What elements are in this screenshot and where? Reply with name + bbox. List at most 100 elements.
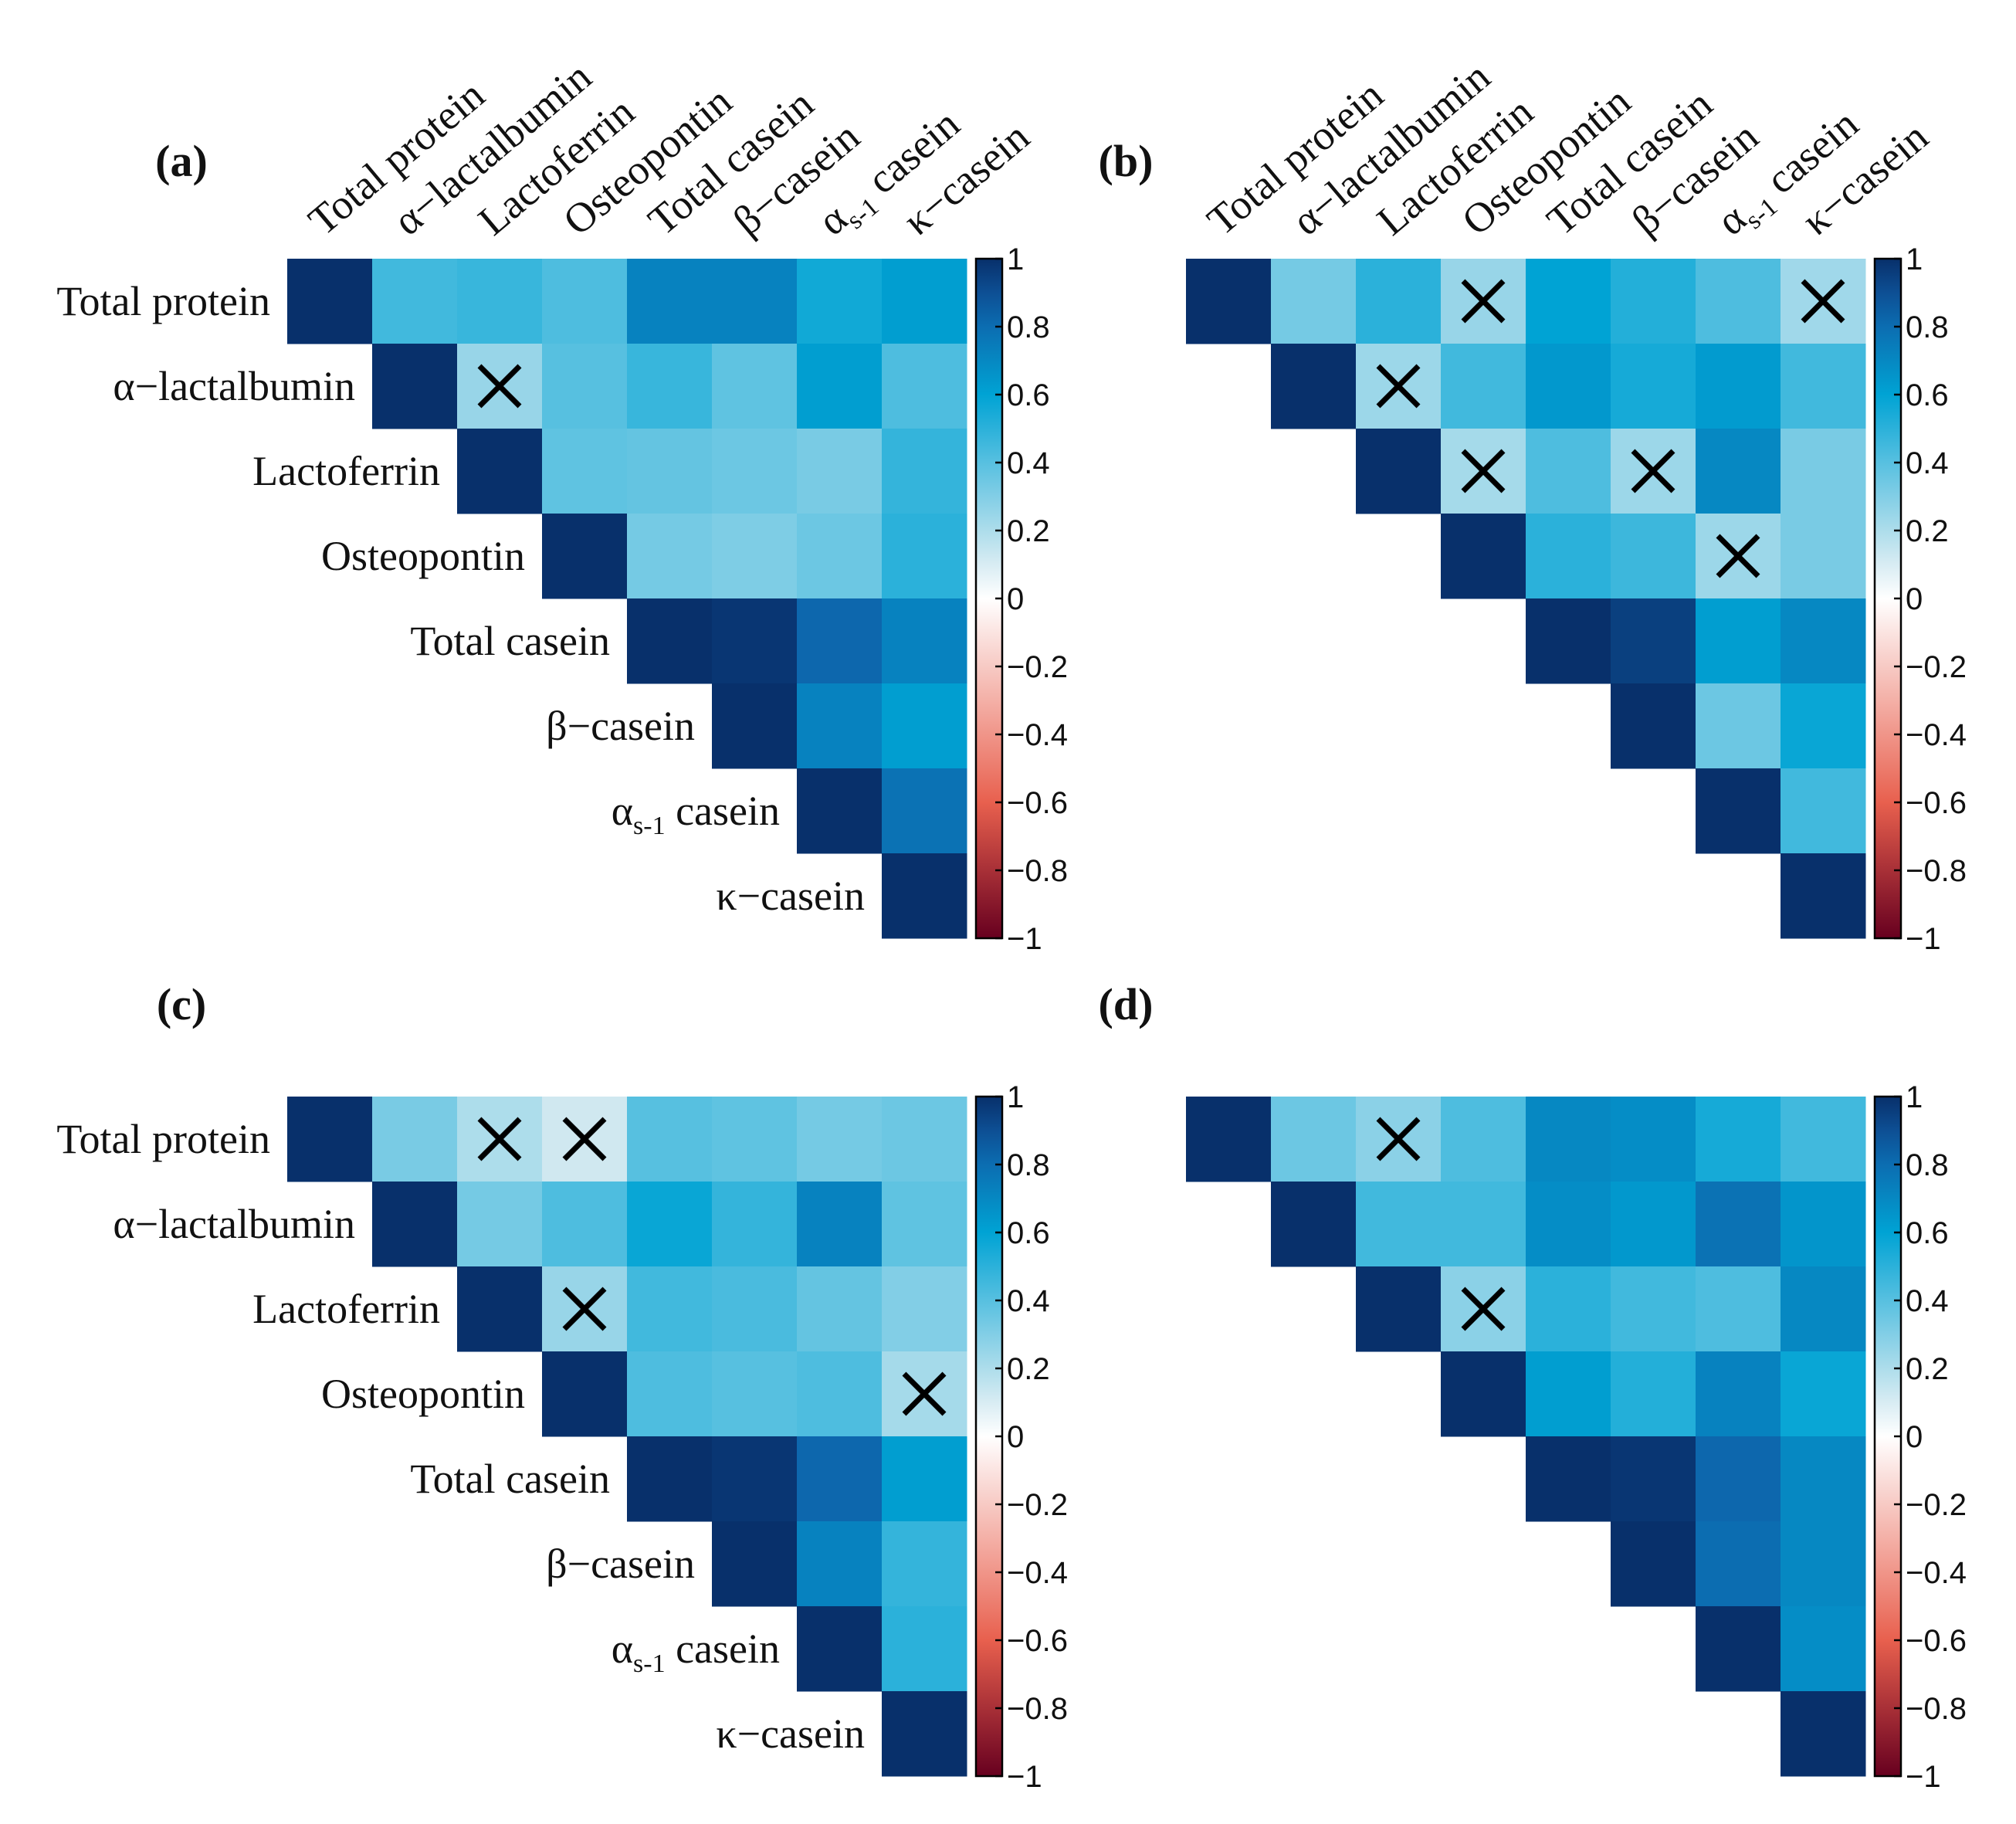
colorbar-tick-label: 0.6 xyxy=(1906,378,1949,412)
heatmap-cell xyxy=(627,429,713,514)
heatmap-cell xyxy=(797,598,883,684)
not-significant-mark xyxy=(1376,364,1421,409)
heatmap-cell xyxy=(1781,344,1866,429)
heatmap-cell xyxy=(797,514,883,599)
heatmap-cell xyxy=(372,344,458,429)
heatmap-cell xyxy=(712,1351,798,1437)
not-significant-mark xyxy=(1461,1287,1506,1331)
heatmap-cell xyxy=(797,1606,883,1692)
row-label: β−casein xyxy=(546,703,695,749)
heatmap-cell xyxy=(542,1351,628,1437)
heatmap-cell xyxy=(1271,1097,1357,1182)
colorbar-tick-label: 0.6 xyxy=(1906,1216,1949,1250)
heatmap-cell xyxy=(1611,1351,1696,1437)
heatmap-cell xyxy=(1611,1436,1696,1522)
heatmap-cell xyxy=(712,514,798,599)
heatmap-cell xyxy=(542,1182,628,1267)
heatmap-cell xyxy=(1526,429,1611,514)
heatmap-cell xyxy=(1611,1097,1696,1182)
heatmap-panel-1: (b) Total proteinα−lactalbuminLactoferrin… xyxy=(1099,53,1967,956)
heatmap-cell xyxy=(1526,514,1611,599)
not-significant-mark xyxy=(562,1117,607,1161)
row-label: Total casein xyxy=(410,1456,610,1502)
heatmap-cell xyxy=(712,429,798,514)
colorbar-tick-label: −0.2 xyxy=(1906,650,1967,684)
heatmap-cell xyxy=(1526,344,1611,429)
colorbar-tick-label: 0.8 xyxy=(1906,310,1949,344)
heatmap-cell xyxy=(542,429,628,514)
colorbar-tick-label: −0.2 xyxy=(1007,650,1068,684)
heatmap-cell xyxy=(457,259,543,344)
heatmap-cell xyxy=(1611,683,1696,769)
heatmap-cell xyxy=(1696,1182,1781,1267)
heatmap-cell xyxy=(1611,259,1696,344)
heatmap-cell xyxy=(1526,1351,1611,1437)
heatmap-cell xyxy=(797,1436,883,1522)
heatmap-cell xyxy=(1781,768,1866,854)
row-label: Total protein xyxy=(56,278,270,324)
colorbar-tick-label: −0.4 xyxy=(1007,718,1068,752)
heatmap-cell xyxy=(882,1182,967,1267)
row-label: Osteopontin xyxy=(321,533,525,579)
not-significant-mark xyxy=(1461,279,1506,324)
not-significant-mark xyxy=(477,364,522,409)
heatmap-cell xyxy=(1781,1182,1866,1267)
heatmap-cell xyxy=(882,1097,967,1182)
heatmap-cell xyxy=(1611,1182,1696,1267)
heatmap-cell xyxy=(1781,429,1866,514)
colorbar-tick-label: −0.8 xyxy=(1007,854,1068,888)
heatmap-cell xyxy=(1186,259,1272,344)
heatmap-cell xyxy=(882,1691,967,1777)
row-label: Total protein xyxy=(56,1116,270,1162)
heatmap-cell xyxy=(1781,1266,1866,1352)
colorbar: 1 0.8 0.6 0.4 0.2 0 −0.2 −0.4 −0.6 −0.8 −1 xyxy=(974,242,1068,956)
not-significant-mark xyxy=(562,1287,607,1331)
row-label: αs-1 casein xyxy=(612,788,780,840)
heatmap-cell xyxy=(797,429,883,514)
heatmap-cell xyxy=(1696,259,1781,344)
heatmap-cell xyxy=(797,1182,883,1267)
heatmap-cell xyxy=(712,1266,798,1352)
heatmap-cell xyxy=(1781,1691,1866,1777)
colorbar-tick-label: 0.2 xyxy=(1906,514,1949,548)
heatmap-cell xyxy=(287,259,373,344)
heatmap-cell xyxy=(1781,1606,1866,1692)
colorbar-tick-label: −0.2 xyxy=(1007,1488,1068,1522)
colorbar-tick-label: −1 xyxy=(1906,1760,1941,1794)
heatmap-cell xyxy=(882,1521,967,1607)
colorbar: 1 0.8 0.6 0.4 0.2 0 −0.2 −0.4 −0.6 −0.8 −1 xyxy=(974,1080,1068,1794)
heatmap-cell xyxy=(627,1436,713,1522)
heatmap-cell xyxy=(1441,1351,1526,1437)
not-significant-mark xyxy=(1801,279,1845,324)
heatmap-cell xyxy=(882,1436,967,1522)
colorbar-tick-label: 0 xyxy=(1007,582,1024,616)
heatmap-cell xyxy=(1271,259,1357,344)
heatmap-cell xyxy=(372,1097,458,1182)
heatmap-cell xyxy=(1781,1521,1866,1607)
heatmap-cell xyxy=(797,768,883,854)
panel-label: (a) xyxy=(155,136,208,186)
colorbar-tick-label: 0.8 xyxy=(1007,1148,1050,1182)
panel-label: (d) xyxy=(1099,979,1154,1029)
row-label: Lactoferrin xyxy=(252,448,440,494)
heatmap-cell xyxy=(1441,1097,1526,1182)
heatmap-cell xyxy=(712,683,798,769)
colorbar-tick-label: −0.6 xyxy=(1007,786,1068,820)
colorbar-tick-label: −0.8 xyxy=(1906,854,1967,888)
colorbar: 1 0.8 0.6 0.4 0.2 0 −0.2 −0.4 −0.6 −0.8 −1 xyxy=(1873,242,1967,956)
row-label: β−casein xyxy=(546,1541,695,1587)
heatmap-cell xyxy=(457,429,543,514)
heatmap-cell xyxy=(1356,1182,1442,1267)
heatmap-cell xyxy=(797,259,883,344)
heatmap-cell xyxy=(882,683,967,769)
not-significant-mark xyxy=(1716,534,1760,578)
heatmap-cell xyxy=(1781,514,1866,599)
heatmap-cell xyxy=(1526,259,1611,344)
heatmap-cell xyxy=(627,1097,713,1182)
row-label: α−lactalbumin xyxy=(113,363,355,409)
colorbar-tick-label: 0.2 xyxy=(1007,514,1050,548)
heatmap-cell xyxy=(1271,1182,1357,1267)
heatmap-cell xyxy=(1441,344,1526,429)
heatmap-cell xyxy=(1186,1097,1272,1182)
